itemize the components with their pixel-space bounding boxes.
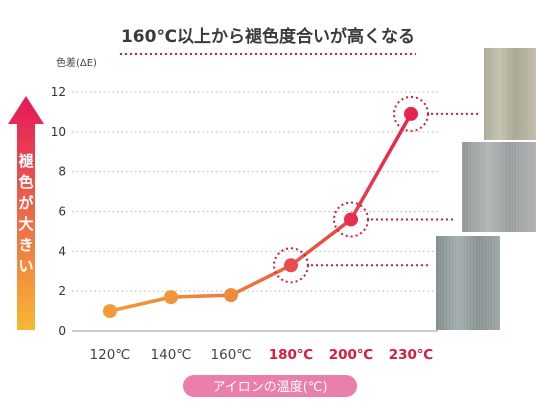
y-tick-label: 0 [58, 324, 66, 338]
x-axis-label-pill [183, 375, 357, 397]
hair-swatch-180 [436, 236, 500, 330]
highlight-ring [273, 247, 309, 284]
chart-title: 160℃以上から褪色度合いが高くなる [121, 26, 415, 47]
highlight-ring [393, 95, 429, 132]
x-axis-ticks: 120℃ 140℃ 160℃ 180℃ 200℃ 230℃ [90, 347, 434, 363]
side-arrow [8, 96, 44, 330]
hair-swatches [436, 48, 536, 330]
data-point [103, 304, 117, 319]
leader-lines [311, 112, 478, 267]
side-label-char: い [18, 257, 33, 275]
data-point [224, 288, 238, 303]
y-axis-label: 色差(ΔE) [56, 56, 97, 69]
side-label-char: 色 [18, 173, 33, 191]
y-tick-label: 12 [51, 85, 66, 99]
data-point [344, 212, 358, 227]
hair-swatch-230 [484, 48, 536, 140]
x-axis-label: アイロンの温度(℃) [212, 379, 327, 395]
data-point [164, 290, 178, 305]
x-tick-label: 140℃ [151, 347, 192, 363]
side-label-char: き [18, 236, 33, 254]
data-points [103, 106, 418, 319]
grid [72, 91, 438, 292]
side-label-char: 褪 [17, 152, 34, 170]
y-tick-label: 8 [58, 165, 66, 179]
highlight-ring [333, 201, 369, 238]
data-point [404, 106, 418, 121]
series-polyline [108, 112, 413, 313]
x-tick-label: 160℃ [211, 347, 252, 363]
x-tick-label: 200℃ [329, 347, 374, 363]
x-tick-label: 180℃ [269, 347, 314, 363]
series-line [108, 112, 413, 313]
x-tick-label: 120℃ [90, 347, 131, 363]
y-tick-label: 10 [51, 125, 66, 139]
data-point [284, 258, 298, 273]
y-tick-label: 4 [58, 244, 66, 258]
highlight-rings [273, 95, 429, 284]
side-label-char: が [18, 194, 34, 212]
y-tick-label: 2 [58, 284, 66, 298]
y-tick-label: 6 [58, 205, 66, 219]
side-label-char: 大 [18, 215, 33, 233]
x-tick-label: 230℃ [389, 347, 434, 363]
hair-swatch-200 [462, 142, 536, 232]
y-axis-ticks: 0 2 4 6 8 10 12 [51, 85, 66, 338]
